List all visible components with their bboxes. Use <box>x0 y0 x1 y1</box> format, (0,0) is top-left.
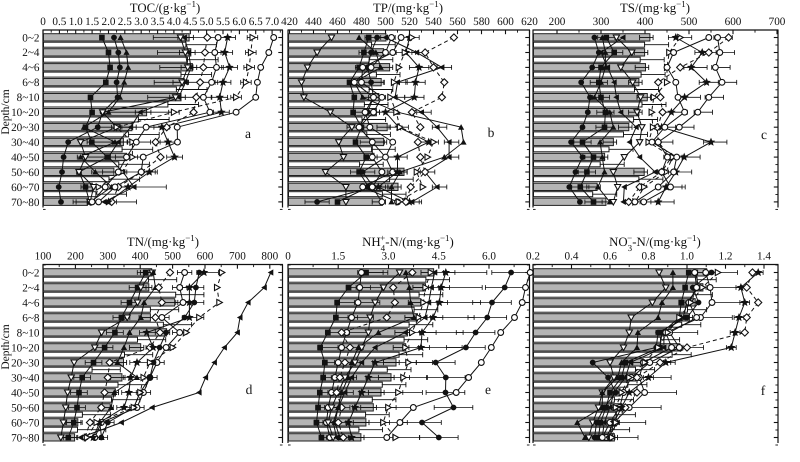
svg-text:70~80: 70~80 <box>11 432 40 444</box>
svg-text:b: b <box>488 125 495 140</box>
svg-text:50~60: 50~60 <box>11 167 40 179</box>
svg-text:580: 580 <box>473 16 490 28</box>
svg-text:520: 520 <box>401 16 418 28</box>
svg-text:2~4: 2~4 <box>22 47 40 59</box>
svg-text:6~8: 6~8 <box>22 312 40 324</box>
svg-text:5.0: 5.0 <box>200 16 214 28</box>
svg-text:0.6: 0.6 <box>603 251 617 263</box>
svg-text:1.4: 1.4 <box>757 251 771 263</box>
svg-text:30~40: 30~40 <box>11 137 40 149</box>
svg-text:TP/(mg·kg−1): TP/(mg·kg−1) <box>373 0 443 15</box>
svg-text:20~30: 20~30 <box>11 122 40 134</box>
svg-text:30~40: 30~40 <box>11 372 40 384</box>
svg-text:0~2: 0~2 <box>22 267 39 279</box>
svg-text:70~80: 70~80 <box>11 197 40 209</box>
svg-text:700: 700 <box>769 16 786 28</box>
svg-text:c: c <box>761 127 767 142</box>
svg-text:10~20: 10~20 <box>11 107 40 119</box>
svg-text:50~60: 50~60 <box>11 402 40 414</box>
svg-text:3.0: 3.0 <box>382 251 396 263</box>
svg-text:2.5: 2.5 <box>118 16 132 28</box>
svg-text:500: 500 <box>377 16 394 28</box>
svg-text:TN/(mg·kg−1): TN/(mg·kg−1) <box>127 233 199 249</box>
svg-text:200: 200 <box>67 251 84 263</box>
svg-text:0.2: 0.2 <box>526 251 540 263</box>
svg-text:440: 440 <box>305 16 322 28</box>
svg-text:6.0: 6.0 <box>482 251 496 263</box>
svg-text:600: 600 <box>197 251 214 263</box>
svg-text:600: 600 <box>725 16 742 28</box>
svg-text:0~2: 0~2 <box>22 32 39 44</box>
svg-text:5.5: 5.5 <box>216 16 230 28</box>
svg-text:0.4: 0.4 <box>565 251 579 263</box>
svg-text:NO3−-N/(mg·kg−1): NO3−-N/(mg·kg−1) <box>609 233 701 253</box>
svg-text:4.5: 4.5 <box>183 16 197 28</box>
svg-text:3.5: 3.5 <box>151 16 165 28</box>
svg-text:60~70: 60~70 <box>11 417 40 429</box>
svg-text:500: 500 <box>681 16 698 28</box>
svg-text:0: 0 <box>285 251 291 263</box>
svg-text:1.2: 1.2 <box>719 251 733 263</box>
svg-text:560: 560 <box>449 16 466 28</box>
svg-text:20~30: 20~30 <box>11 357 40 369</box>
svg-text:0: 0 <box>40 16 46 28</box>
svg-text:1.5: 1.5 <box>85 16 99 28</box>
svg-text:460: 460 <box>329 16 346 28</box>
svg-text:2.0: 2.0 <box>102 16 116 28</box>
svg-text:40~50: 40~50 <box>11 387 40 399</box>
svg-text:TOC/(g·kg−1): TOC/(g·kg−1) <box>130 0 200 15</box>
svg-text:f: f <box>761 383 766 398</box>
svg-text:620: 620 <box>521 16 538 28</box>
svg-text:400: 400 <box>132 251 149 263</box>
svg-text:8~10: 8~10 <box>17 92 40 104</box>
svg-text:300: 300 <box>593 16 610 28</box>
svg-text:Depth/cm: Depth/cm <box>0 89 12 134</box>
svg-text:700: 700 <box>229 251 246 263</box>
svg-text:6.5: 6.5 <box>249 16 263 28</box>
svg-text:400: 400 <box>637 16 654 28</box>
svg-text:4~6: 4~6 <box>22 62 40 74</box>
svg-text:4.5: 4.5 <box>432 251 446 263</box>
svg-text:500: 500 <box>164 251 181 263</box>
svg-text:40~50: 40~50 <box>11 152 40 164</box>
svg-text:0.8: 0.8 <box>642 251 656 263</box>
svg-text:1.0: 1.0 <box>680 251 694 263</box>
svg-text:540: 540 <box>425 16 442 28</box>
svg-text:3.0: 3.0 <box>134 16 148 28</box>
svg-text:8~10: 8~10 <box>17 327 40 339</box>
svg-text:1.0: 1.0 <box>69 16 83 28</box>
svg-text:d: d <box>246 382 253 397</box>
svg-text:Depth/cm: Depth/cm <box>0 324 12 369</box>
svg-text:200: 200 <box>549 16 566 28</box>
svg-text:7.0: 7.0 <box>265 16 279 28</box>
svg-text:60~70: 60~70 <box>11 182 40 194</box>
svg-text:100: 100 <box>35 251 52 263</box>
svg-text:6.0: 6.0 <box>232 16 246 28</box>
svg-text:1.5: 1.5 <box>331 251 345 263</box>
svg-text:e: e <box>485 382 491 397</box>
svg-text:TS/(mg·kg−1): TS/(mg·kg−1) <box>620 0 690 15</box>
svg-text:600: 600 <box>497 16 514 28</box>
svg-text:6~8: 6~8 <box>22 77 40 89</box>
svg-text:420: 420 <box>281 16 298 28</box>
svg-text:800: 800 <box>261 251 278 263</box>
svg-text:10~20: 10~20 <box>11 342 40 354</box>
svg-text:480: 480 <box>353 16 370 28</box>
svg-text:NH4+-N/(mg·kg−1): NH4+-N/(mg·kg−1) <box>362 233 454 253</box>
svg-text:a: a <box>245 126 251 141</box>
svg-text:4~6: 4~6 <box>22 297 40 309</box>
svg-text:2~4: 2~4 <box>22 282 40 294</box>
svg-text:300: 300 <box>99 251 116 263</box>
svg-text:0.5: 0.5 <box>52 16 66 28</box>
svg-text:4.0: 4.0 <box>167 16 181 28</box>
